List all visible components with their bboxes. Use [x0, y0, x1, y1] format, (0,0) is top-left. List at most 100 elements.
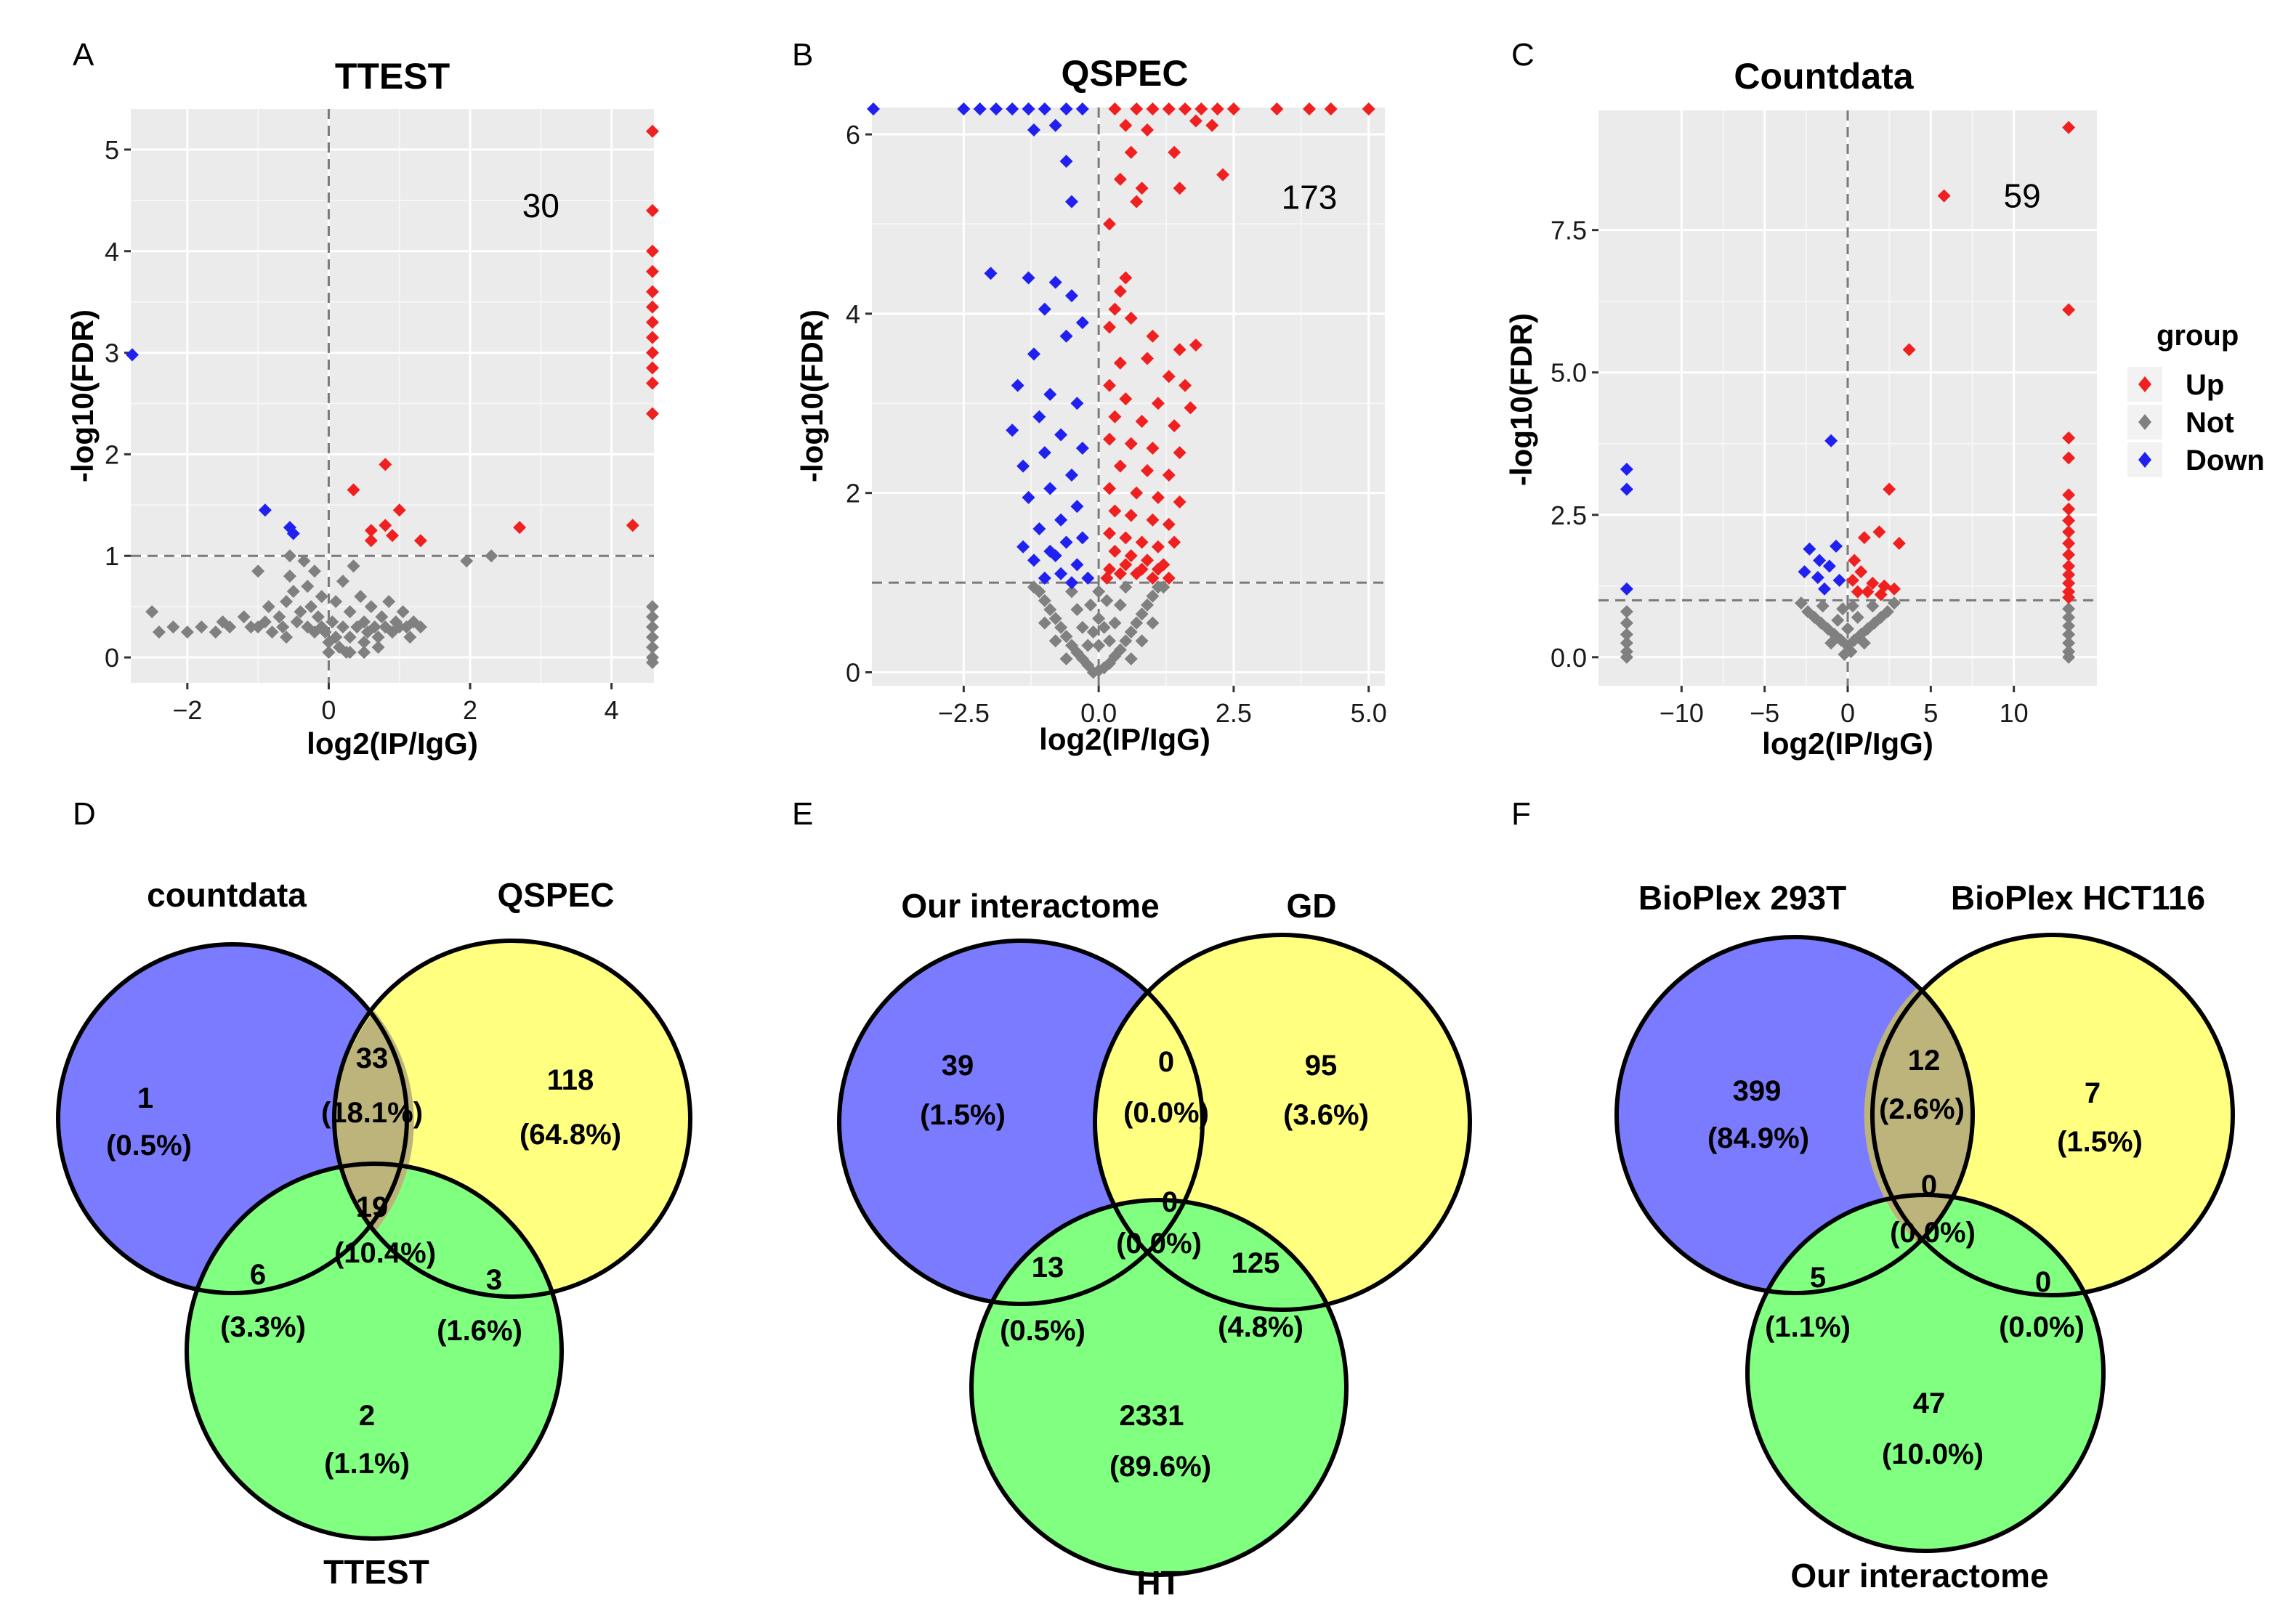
- point-up: [1226, 102, 1240, 115]
- point-up: [1162, 571, 1176, 585]
- point-not-significant: [195, 620, 209, 634]
- venn-count-ab: 12: [1908, 1045, 1941, 1077]
- venn-pct-only-c: (1.1%): [324, 1448, 410, 1480]
- point-down: [1817, 582, 1831, 596]
- point-not-significant: [1108, 616, 1122, 630]
- point-not-significant: [1092, 585, 1106, 599]
- point-not-significant: [347, 559, 360, 573]
- point-down: [1048, 118, 1062, 132]
- point-up: [1108, 544, 1122, 558]
- point-not-significant: [396, 605, 410, 619]
- point-up: [2062, 568, 2076, 582]
- venn-count-only-a: 399: [1733, 1075, 1782, 1107]
- significant-count-label: 173: [1282, 178, 1338, 216]
- point-not-significant: [1620, 605, 1633, 619]
- point-not-significant: [1119, 634, 1133, 648]
- point-down: [989, 102, 1003, 115]
- point-up: [646, 203, 659, 217]
- point-not-significant: [1130, 616, 1144, 630]
- point-not-significant: [1124, 652, 1138, 665]
- point-up: [386, 529, 399, 543]
- point-up: [1119, 271, 1133, 285]
- point-up: [1119, 558, 1133, 572]
- point-not-significant: [1048, 634, 1062, 648]
- point-up: [2062, 548, 2076, 562]
- point-not-significant: [272, 610, 286, 624]
- point-down: [1798, 565, 1811, 579]
- point-up: [1846, 573, 1859, 587]
- point-up: [2062, 514, 2076, 527]
- venn-count-ab: 33: [356, 1042, 389, 1074]
- venn-count-only-c: 2331: [1120, 1400, 1184, 1432]
- point-down: [1027, 347, 1040, 361]
- point-up: [1866, 576, 1880, 590]
- y-tick-label: 5: [105, 135, 119, 165]
- point-down: [1043, 482, 1057, 495]
- point-down: [1059, 102, 1073, 115]
- point-not-significant: [1119, 580, 1133, 594]
- venn-set-label-3: HT: [1136, 1564, 1181, 1602]
- venn-set-label-2: BioPlex HCT116: [1951, 879, 2205, 917]
- point-up: [646, 407, 659, 421]
- point-not-significant: [294, 605, 307, 619]
- point-not-significant: [1620, 650, 1633, 664]
- point-not-significant: [315, 590, 328, 604]
- point-up: [1173, 182, 1187, 195]
- point-up: [2062, 536, 2076, 550]
- point-not-significant: [1048, 612, 1062, 625]
- point-not-significant: [368, 620, 381, 634]
- venn-pct-abc: (0.0%): [1116, 1228, 1202, 1260]
- point-not-significant: [646, 620, 659, 634]
- point-down: [1059, 535, 1073, 549]
- point-up: [1874, 588, 1888, 601]
- venn-set-ht: [971, 1200, 1346, 1575]
- point-not-significant: [2062, 602, 2076, 616]
- data-points: [867, 102, 1375, 679]
- point-not-significant: [1100, 593, 1114, 607]
- point-not-significant: [166, 620, 180, 634]
- point-not-significant: [2062, 650, 2076, 664]
- point-not-significant: [1146, 589, 1160, 603]
- venn-count-ac: 13: [1032, 1252, 1064, 1284]
- point-not-significant: [326, 615, 339, 629]
- point-down: [1006, 102, 1019, 115]
- y-tick-label: 3: [105, 339, 119, 368]
- point-down: [1054, 567, 1068, 580]
- x-tick-label: 2.5: [1216, 698, 1252, 728]
- point-down: [1038, 446, 1051, 460]
- venn-count-only-c: 2: [359, 1400, 375, 1432]
- point-not-significant: [357, 646, 371, 660]
- venn-count-bc: 3: [486, 1264, 502, 1296]
- venn-set-label-1: countdata: [147, 876, 307, 914]
- point-not-significant: [1086, 625, 1100, 639]
- point-up: [1113, 567, 1127, 580]
- point-up: [1146, 513, 1160, 527]
- point-not-significant: [1038, 616, 1051, 630]
- point-down: [1813, 554, 1827, 567]
- y-tick-label: 6: [846, 120, 860, 150]
- point-not-significant: [1866, 599, 1880, 613]
- venn-count-abc: 0: [1921, 1170, 1937, 1201]
- point-down: [1027, 554, 1040, 567]
- point-down: [126, 348, 139, 362]
- x-tick-label: −5: [1750, 698, 1779, 728]
- legend: group Up Not Down: [2127, 320, 2265, 477]
- point-up: [646, 300, 659, 314]
- legend-label-down: Down: [2186, 445, 2265, 477]
- point-not-significant: [145, 605, 159, 619]
- x-tick-label: 10: [2000, 698, 2029, 728]
- venn-pct-only-b: (1.5%): [2057, 1126, 2143, 1158]
- point-not-significant: [1794, 596, 1808, 610]
- x-tick-label: 5: [1923, 698, 1938, 728]
- venn-count-only-b: 95: [1305, 1050, 1338, 1082]
- venn-count-ac: 5: [1810, 1262, 1826, 1294]
- venn-outline-ttest: [185, 1162, 564, 1541]
- point-not-significant: [1620, 628, 1633, 641]
- point-up: [1135, 182, 1149, 195]
- point-not-significant: [1038, 593, 1051, 607]
- point-not-significant: [357, 636, 371, 649]
- point-up: [1102, 378, 1116, 392]
- point-down: [286, 527, 300, 540]
- point-up: [2062, 303, 2076, 317]
- point-up: [1851, 585, 1864, 599]
